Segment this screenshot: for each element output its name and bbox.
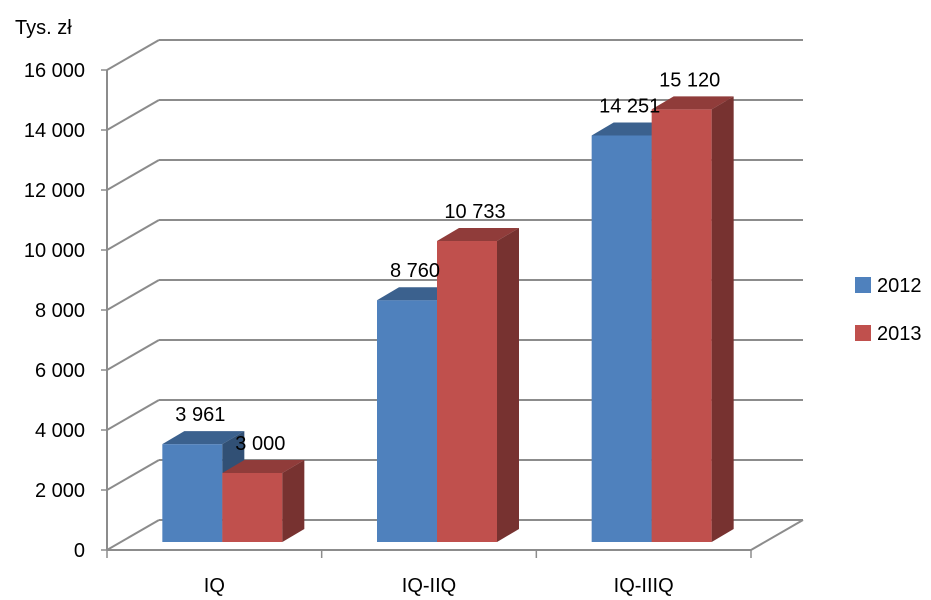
bar-top bbox=[651, 96, 734, 110]
bar-side bbox=[711, 96, 734, 543]
x-tick-label: IQ-IIIQ bbox=[614, 575, 674, 597]
data-label: 15 120 bbox=[659, 69, 720, 91]
y-tick-label: 0 bbox=[74, 540, 85, 562]
y-tick-label: 4 000 bbox=[35, 420, 85, 442]
bar-side bbox=[497, 228, 519, 542]
gridline-depth bbox=[106, 519, 160, 551]
gridline-depth bbox=[106, 99, 160, 131]
bar-top bbox=[162, 431, 245, 445]
bar bbox=[222, 460, 305, 542]
gridline-depth bbox=[106, 39, 160, 71]
data-label: 3 000 bbox=[235, 433, 285, 455]
bar-front bbox=[651, 109, 712, 543]
data-label: 10 733 bbox=[444, 201, 505, 223]
bar-front bbox=[222, 473, 283, 542]
y-tick-label: 2 000 bbox=[35, 480, 85, 502]
y-tick-label: 12 000 bbox=[24, 180, 85, 202]
bar-front bbox=[591, 135, 652, 542]
bar-front bbox=[437, 241, 497, 542]
y-axis-title: Tys. zł bbox=[15, 17, 72, 39]
y-tick-label: 6 000 bbox=[35, 360, 85, 382]
legend-swatch bbox=[855, 277, 871, 293]
gridline-depth bbox=[106, 459, 160, 491]
bar-front bbox=[162, 444, 223, 542]
y-tick-label: 14 000 bbox=[24, 120, 85, 142]
gridline-depth bbox=[106, 279, 160, 311]
x-tick-label: IQ-IIQ bbox=[402, 575, 456, 597]
y-tick-label: 10 000 bbox=[24, 240, 85, 262]
data-labels: 3 961 3 000 8 760 10 733 14 251 15 120 bbox=[175, 69, 720, 455]
floor-edge bbox=[750, 519, 804, 551]
y-tick-label: 16 000 bbox=[24, 60, 85, 82]
bar-top bbox=[437, 228, 519, 242]
data-label: 14 251 bbox=[599, 95, 660, 117]
data-label: 8 760 bbox=[390, 260, 440, 282]
legend: 2012 2013 bbox=[855, 275, 922, 345]
legend-swatch bbox=[855, 325, 871, 341]
bar-side bbox=[282, 460, 305, 542]
gridline-depth bbox=[106, 399, 160, 431]
bars bbox=[162, 96, 734, 543]
gridline-depth bbox=[106, 219, 160, 251]
gridline-depth bbox=[106, 339, 160, 371]
legend-label: 2013 bbox=[877, 323, 922, 345]
axes: 0 2 000 4 000 6 000 8 000 10 000 12 000 14 000 1… bbox=[24, 60, 804, 597]
x-tick-label: IQ bbox=[204, 575, 225, 597]
data-label: 3 961 bbox=[175, 404, 225, 426]
bar-top bbox=[222, 460, 305, 473]
legend-label: 2012 bbox=[877, 275, 922, 297]
y-tick-label: 8 000 bbox=[35, 300, 85, 322]
gridline-depth bbox=[106, 159, 160, 191]
bar bbox=[437, 228, 519, 542]
bar bbox=[651, 96, 734, 543]
bar-front bbox=[377, 300, 437, 542]
